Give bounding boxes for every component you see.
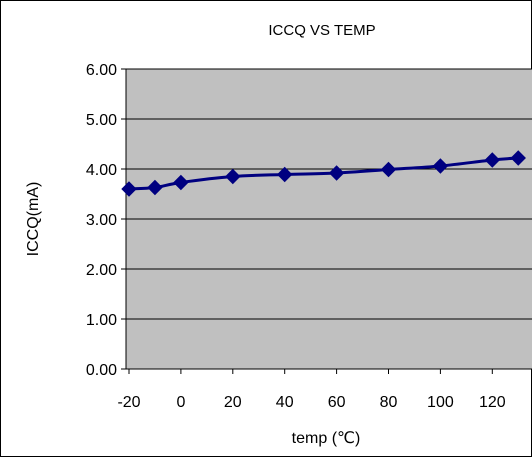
data-point-2 <box>173 174 189 191</box>
x-tick-label-1: 0 <box>176 394 185 411</box>
x-tick-label-7: 120 <box>479 394 506 411</box>
axes <box>121 68 532 374</box>
data-point-9 <box>510 150 526 166</box>
y-tick-labels: 0.00 1.00 2.00 3.00 4.00 5.00 6.00 <box>86 62 117 379</box>
data-point-1 <box>147 179 163 196</box>
data-point-0 <box>121 181 137 197</box>
y-tick-label-5: 5.00 <box>86 112 117 129</box>
data-point-6 <box>380 161 397 178</box>
x-axis-title: temp (℃) <box>292 430 361 447</box>
gridlines <box>126 68 532 320</box>
x-tick-label-2: 20 <box>224 394 242 411</box>
x-tick-label-0: -20 <box>117 394 140 411</box>
y-tick-label-3: 3.00 <box>86 212 117 229</box>
x-tick-label-6: 100 <box>427 394 454 411</box>
data-point-4 <box>276 166 293 183</box>
y-tick-label-6: 6.00 <box>86 62 117 79</box>
series-line-0 <box>128 156 519 191</box>
x-tick-labels: -20 0 20 40 60 80 100 120 <box>117 394 505 411</box>
data-point-8 <box>484 152 501 168</box>
y-tick-label-4: 4.00 <box>86 162 117 179</box>
y-tick-label-2: 2.00 <box>86 262 117 279</box>
data-point-7 <box>432 158 449 174</box>
x-tick-label-4: 60 <box>328 394 346 411</box>
chart-title: ICCQ VS TEMP <box>268 22 375 39</box>
y-tick-label-1: 1.00 <box>86 312 117 329</box>
x-tick-label-5: 80 <box>380 394 398 411</box>
data-point-5 <box>328 165 345 181</box>
x-tick-label-3: 40 <box>276 394 294 411</box>
y-axis-title: ICCQ(mA) <box>25 182 42 257</box>
y-tick-label-0: 0.00 <box>86 362 117 379</box>
data-point-3 <box>225 168 241 185</box>
series-iccq <box>121 150 526 197</box>
